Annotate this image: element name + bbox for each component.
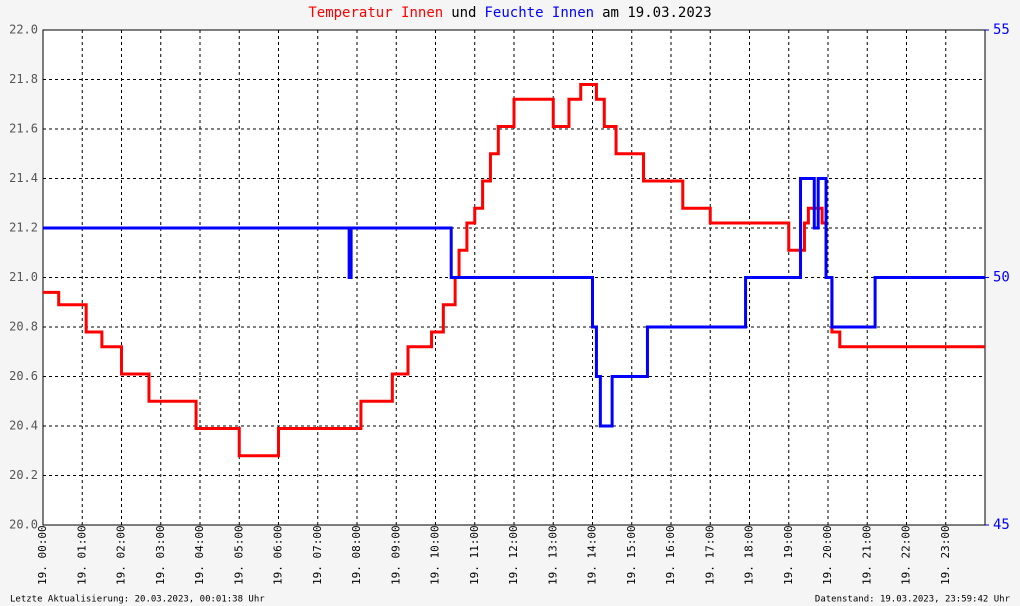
y-tick-label: 20.4 — [9, 419, 38, 433]
chart-title: Temperatur Innen und Feuchte Innen am 19.03… — [308, 5, 711, 21]
x-tick-label: 19. 20:00 — [821, 525, 834, 585]
x-tick-label: 19. 13:00 — [546, 525, 559, 585]
y2-tick-label: 55 — [993, 22, 1010, 38]
y-tick-label: 20.0 — [9, 518, 38, 532]
x-tick-label: 19. 23:00 — [939, 525, 952, 585]
title-part: Feuchte Innen — [485, 5, 595, 21]
x-tick-label: 19. 14:00 — [586, 525, 599, 585]
footer-left: Letzte Aktualisierung: 20.03.2023, 00:01… — [10, 595, 265, 605]
x-tick-label: 19. 19:00 — [782, 525, 795, 585]
x-tick-label: 19. 22:00 — [900, 525, 913, 585]
x-tick-label: 19. 12:00 — [507, 525, 520, 585]
y-tick-label: 21.0 — [9, 270, 38, 284]
y-tick-label: 22.0 — [9, 23, 38, 37]
x-tick-label: 19. 10:00 — [429, 525, 442, 585]
x-tick-label: 19. 11:00 — [468, 525, 481, 585]
y2-tick-label: 50 — [993, 270, 1010, 286]
footer-right: Datenstand: 19.03.2023, 23:59:42 Uhr — [815, 595, 1011, 605]
x-tick-label: 19. 02:00 — [115, 525, 128, 585]
x-tick-label: 19. 17:00 — [703, 525, 716, 585]
y2-tick-label: 45 — [993, 517, 1010, 533]
x-tick-label: 19. 03:00 — [154, 525, 167, 585]
x-tick-label: 19. 09:00 — [389, 525, 402, 585]
title-part: und — [451, 5, 476, 21]
y-tick-label: 20.8 — [9, 320, 38, 334]
x-tick-label: 19. 21:00 — [860, 525, 873, 585]
series-line — [43, 82, 985, 458]
x-tick-label: 19. 06:00 — [272, 525, 285, 585]
x-tick-label: 19. 00:00 — [36, 525, 49, 585]
x-tick-label: 19. 04:00 — [193, 525, 206, 585]
x-tick-label: 19. 18:00 — [743, 525, 756, 585]
y-tick-label: 21.2 — [9, 221, 38, 235]
y-tick-label: 21.8 — [9, 72, 38, 86]
y-tick-label: 21.6 — [9, 122, 38, 136]
series-line — [43, 177, 985, 428]
x-tick-label: 19. 16:00 — [664, 525, 677, 585]
x-tick-label: 19. 08:00 — [350, 525, 363, 585]
title-part: Temperatur Innen — [308, 5, 443, 21]
x-tick-label: 19. 07:00 — [311, 525, 324, 585]
y-tick-label: 20.6 — [9, 369, 38, 383]
y-tick-label: 20.2 — [9, 468, 38, 482]
x-tick-label: 19. 05:00 — [232, 525, 245, 585]
x-tick-label: 19. 01:00 — [75, 525, 88, 585]
y-tick-label: 21.4 — [9, 171, 38, 185]
title-part: am 19.03.2023 — [602, 5, 712, 21]
x-tick-label: 19. 15:00 — [625, 525, 638, 585]
